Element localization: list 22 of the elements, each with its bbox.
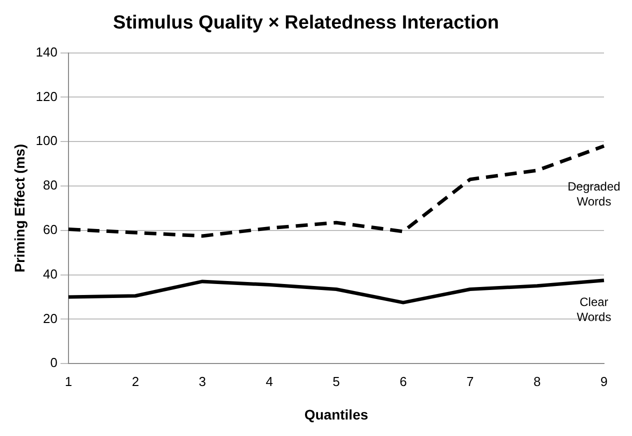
- x-tick-label: 7: [466, 374, 474, 389]
- y-tick-label: 0: [50, 355, 58, 370]
- y-tick-label: 20: [43, 310, 58, 326]
- x-axis-title: Quantiles: [304, 406, 368, 422]
- x-tick-label: 2: [132, 374, 140, 389]
- y-tick-label: 120: [36, 88, 58, 104]
- x-tick-label: 8: [533, 374, 541, 389]
- y-tick-label: 80: [43, 178, 58, 193]
- y-axis-title: Priming Effect (ms): [11, 144, 28, 272]
- y-tick-label: 100: [36, 133, 58, 148]
- y-tick-label: 40: [43, 266, 58, 282]
- y-tick-label: 60: [43, 222, 58, 237]
- x-tick-label: 6: [400, 374, 407, 389]
- series-label: Clear Words: [576, 294, 612, 324]
- x-tick-label: 9: [600, 374, 608, 389]
- y-tick-label: 140: [36, 44, 58, 60]
- x-tick-label: 3: [198, 374, 206, 389]
- series-label: Degraded Words: [568, 179, 620, 208]
- x-tick-label: 4: [266, 374, 273, 389]
- chart-title: Stimulus Quality × Relatedness Interaction: [113, 12, 499, 34]
- x-tick-label: 1: [64, 374, 72, 389]
- x-tick-label: 5: [332, 374, 340, 389]
